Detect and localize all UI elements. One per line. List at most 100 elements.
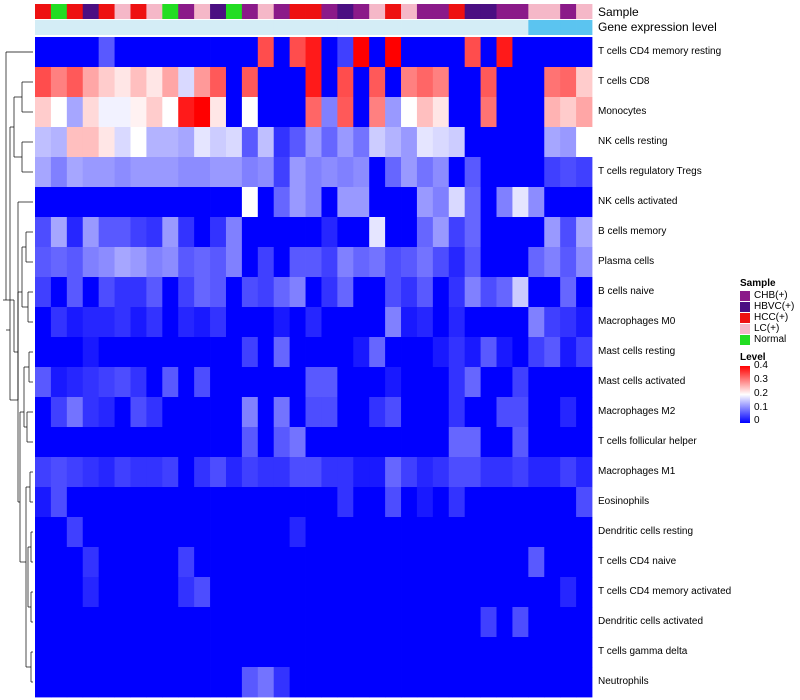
heatmap-cell bbox=[178, 487, 195, 518]
heatmap-cell bbox=[496, 427, 513, 458]
heatmap-cell bbox=[401, 277, 418, 308]
heatmap-cell bbox=[401, 637, 418, 668]
heatmap-cell bbox=[337, 307, 354, 338]
heatmap-cell bbox=[194, 547, 211, 578]
heatmap-cell bbox=[369, 277, 386, 308]
heatmap-cell bbox=[337, 97, 354, 128]
heatmap-cell bbox=[544, 427, 561, 458]
heatmap-cell bbox=[544, 127, 561, 158]
heatmap-cell bbox=[448, 607, 466, 638]
heatmap-cell bbox=[385, 307, 402, 338]
level-annotation-cell bbox=[194, 20, 211, 35]
row-label: Dendritic cells resting bbox=[598, 526, 694, 537]
heatmap-cell bbox=[321, 187, 338, 218]
heatmap-cell bbox=[146, 277, 163, 308]
sample-annotation-cell bbox=[210, 4, 227, 19]
level-tick-label: 0.3 bbox=[754, 374, 768, 385]
heatmap-cell bbox=[576, 247, 593, 278]
level-annotation-bar bbox=[35, 20, 593, 35]
heatmap-cell bbox=[496, 217, 513, 248]
heatmap-cell bbox=[544, 37, 561, 68]
heatmap-cell bbox=[576, 637, 593, 668]
heatmap-cell bbox=[464, 547, 481, 578]
heatmap-cell bbox=[416, 577, 434, 608]
heatmap-cell bbox=[66, 67, 84, 98]
legend-label: HBVC(+) bbox=[754, 301, 795, 312]
heatmap-cell bbox=[82, 37, 100, 68]
heatmap-cell bbox=[480, 37, 497, 68]
level-annotation-cell bbox=[321, 20, 338, 35]
heatmap-cell bbox=[66, 337, 84, 368]
level-annotation-cell bbox=[98, 20, 115, 35]
heatmap-cell bbox=[194, 337, 211, 368]
heatmap-cell bbox=[432, 337, 450, 368]
heatmap-cell bbox=[512, 277, 529, 308]
heatmap-cell bbox=[273, 397, 291, 428]
heatmap-cell bbox=[353, 217, 370, 248]
heatmap-cell bbox=[576, 337, 593, 368]
heatmap-cell bbox=[98, 367, 115, 398]
heatmap-cell bbox=[432, 637, 450, 668]
heatmap-cell bbox=[241, 157, 259, 188]
heatmap-cell bbox=[130, 547, 147, 578]
heatmap-cell bbox=[178, 337, 195, 368]
heatmap-cell bbox=[576, 307, 593, 338]
heatmap-cell bbox=[337, 577, 354, 608]
heatmap-cell bbox=[50, 577, 68, 608]
heatmap-cell bbox=[496, 397, 513, 428]
heatmap-cell bbox=[369, 487, 386, 518]
sample-annotation-cell bbox=[321, 4, 338, 19]
heatmap-cell bbox=[35, 637, 52, 668]
heatmap-cell bbox=[385, 157, 402, 188]
heatmap-cell bbox=[560, 487, 577, 518]
heatmap-cell bbox=[225, 577, 243, 608]
heatmap-cell bbox=[401, 337, 418, 368]
heatmap-cell bbox=[194, 667, 211, 698]
heatmap-cell bbox=[464, 397, 481, 428]
heatmap-cell bbox=[528, 187, 545, 218]
heatmap-cell bbox=[321, 97, 338, 128]
heatmap-cell bbox=[273, 187, 291, 218]
heatmap-cell bbox=[114, 247, 131, 278]
heatmap-cell bbox=[178, 127, 195, 158]
heatmap-cell bbox=[464, 127, 481, 158]
heatmap-cell bbox=[289, 247, 306, 278]
heatmap-cell bbox=[480, 397, 497, 428]
legend-swatch bbox=[740, 335, 750, 345]
heatmap-cell bbox=[560, 157, 577, 188]
heatmap-cell bbox=[544, 337, 561, 368]
heatmap-cell bbox=[130, 577, 147, 608]
heatmap-cell bbox=[448, 517, 466, 548]
heatmap-cell bbox=[130, 217, 147, 248]
row-dendrogram bbox=[3, 51, 33, 683]
heatmap-cell bbox=[257, 607, 275, 638]
sample-annotation-cell bbox=[162, 4, 179, 19]
level-annotation-cell bbox=[369, 20, 386, 35]
heatmap-cell bbox=[289, 67, 306, 98]
sample-annotation-cell bbox=[401, 4, 418, 19]
heatmap-cell bbox=[66, 37, 84, 68]
heatmap-cell bbox=[146, 217, 163, 248]
heatmap-cell bbox=[560, 277, 577, 308]
heatmap-cell bbox=[512, 97, 529, 128]
heatmap-cell bbox=[512, 187, 529, 218]
heatmap-cell bbox=[50, 187, 68, 218]
row-label: Macrophages M2 bbox=[598, 406, 676, 417]
heatmap-cell bbox=[353, 37, 370, 68]
level-annotation-cell bbox=[337, 20, 354, 35]
heatmap-cell bbox=[66, 547, 84, 578]
heatmap-cell bbox=[178, 217, 195, 248]
heatmap-cell bbox=[273, 367, 291, 398]
heatmap-cell bbox=[512, 577, 529, 608]
heatmap-cell bbox=[305, 637, 322, 668]
heatmap-cell bbox=[289, 217, 306, 248]
heatmap-cell bbox=[321, 547, 338, 578]
heatmap-cell bbox=[369, 607, 386, 638]
heatmap-cell bbox=[194, 67, 211, 98]
heatmap-cell bbox=[353, 427, 370, 458]
heatmap-cell bbox=[337, 277, 354, 308]
level-annotation-cell bbox=[576, 20, 593, 35]
heatmap-cell bbox=[432, 547, 450, 578]
heatmap-cell bbox=[464, 367, 481, 398]
